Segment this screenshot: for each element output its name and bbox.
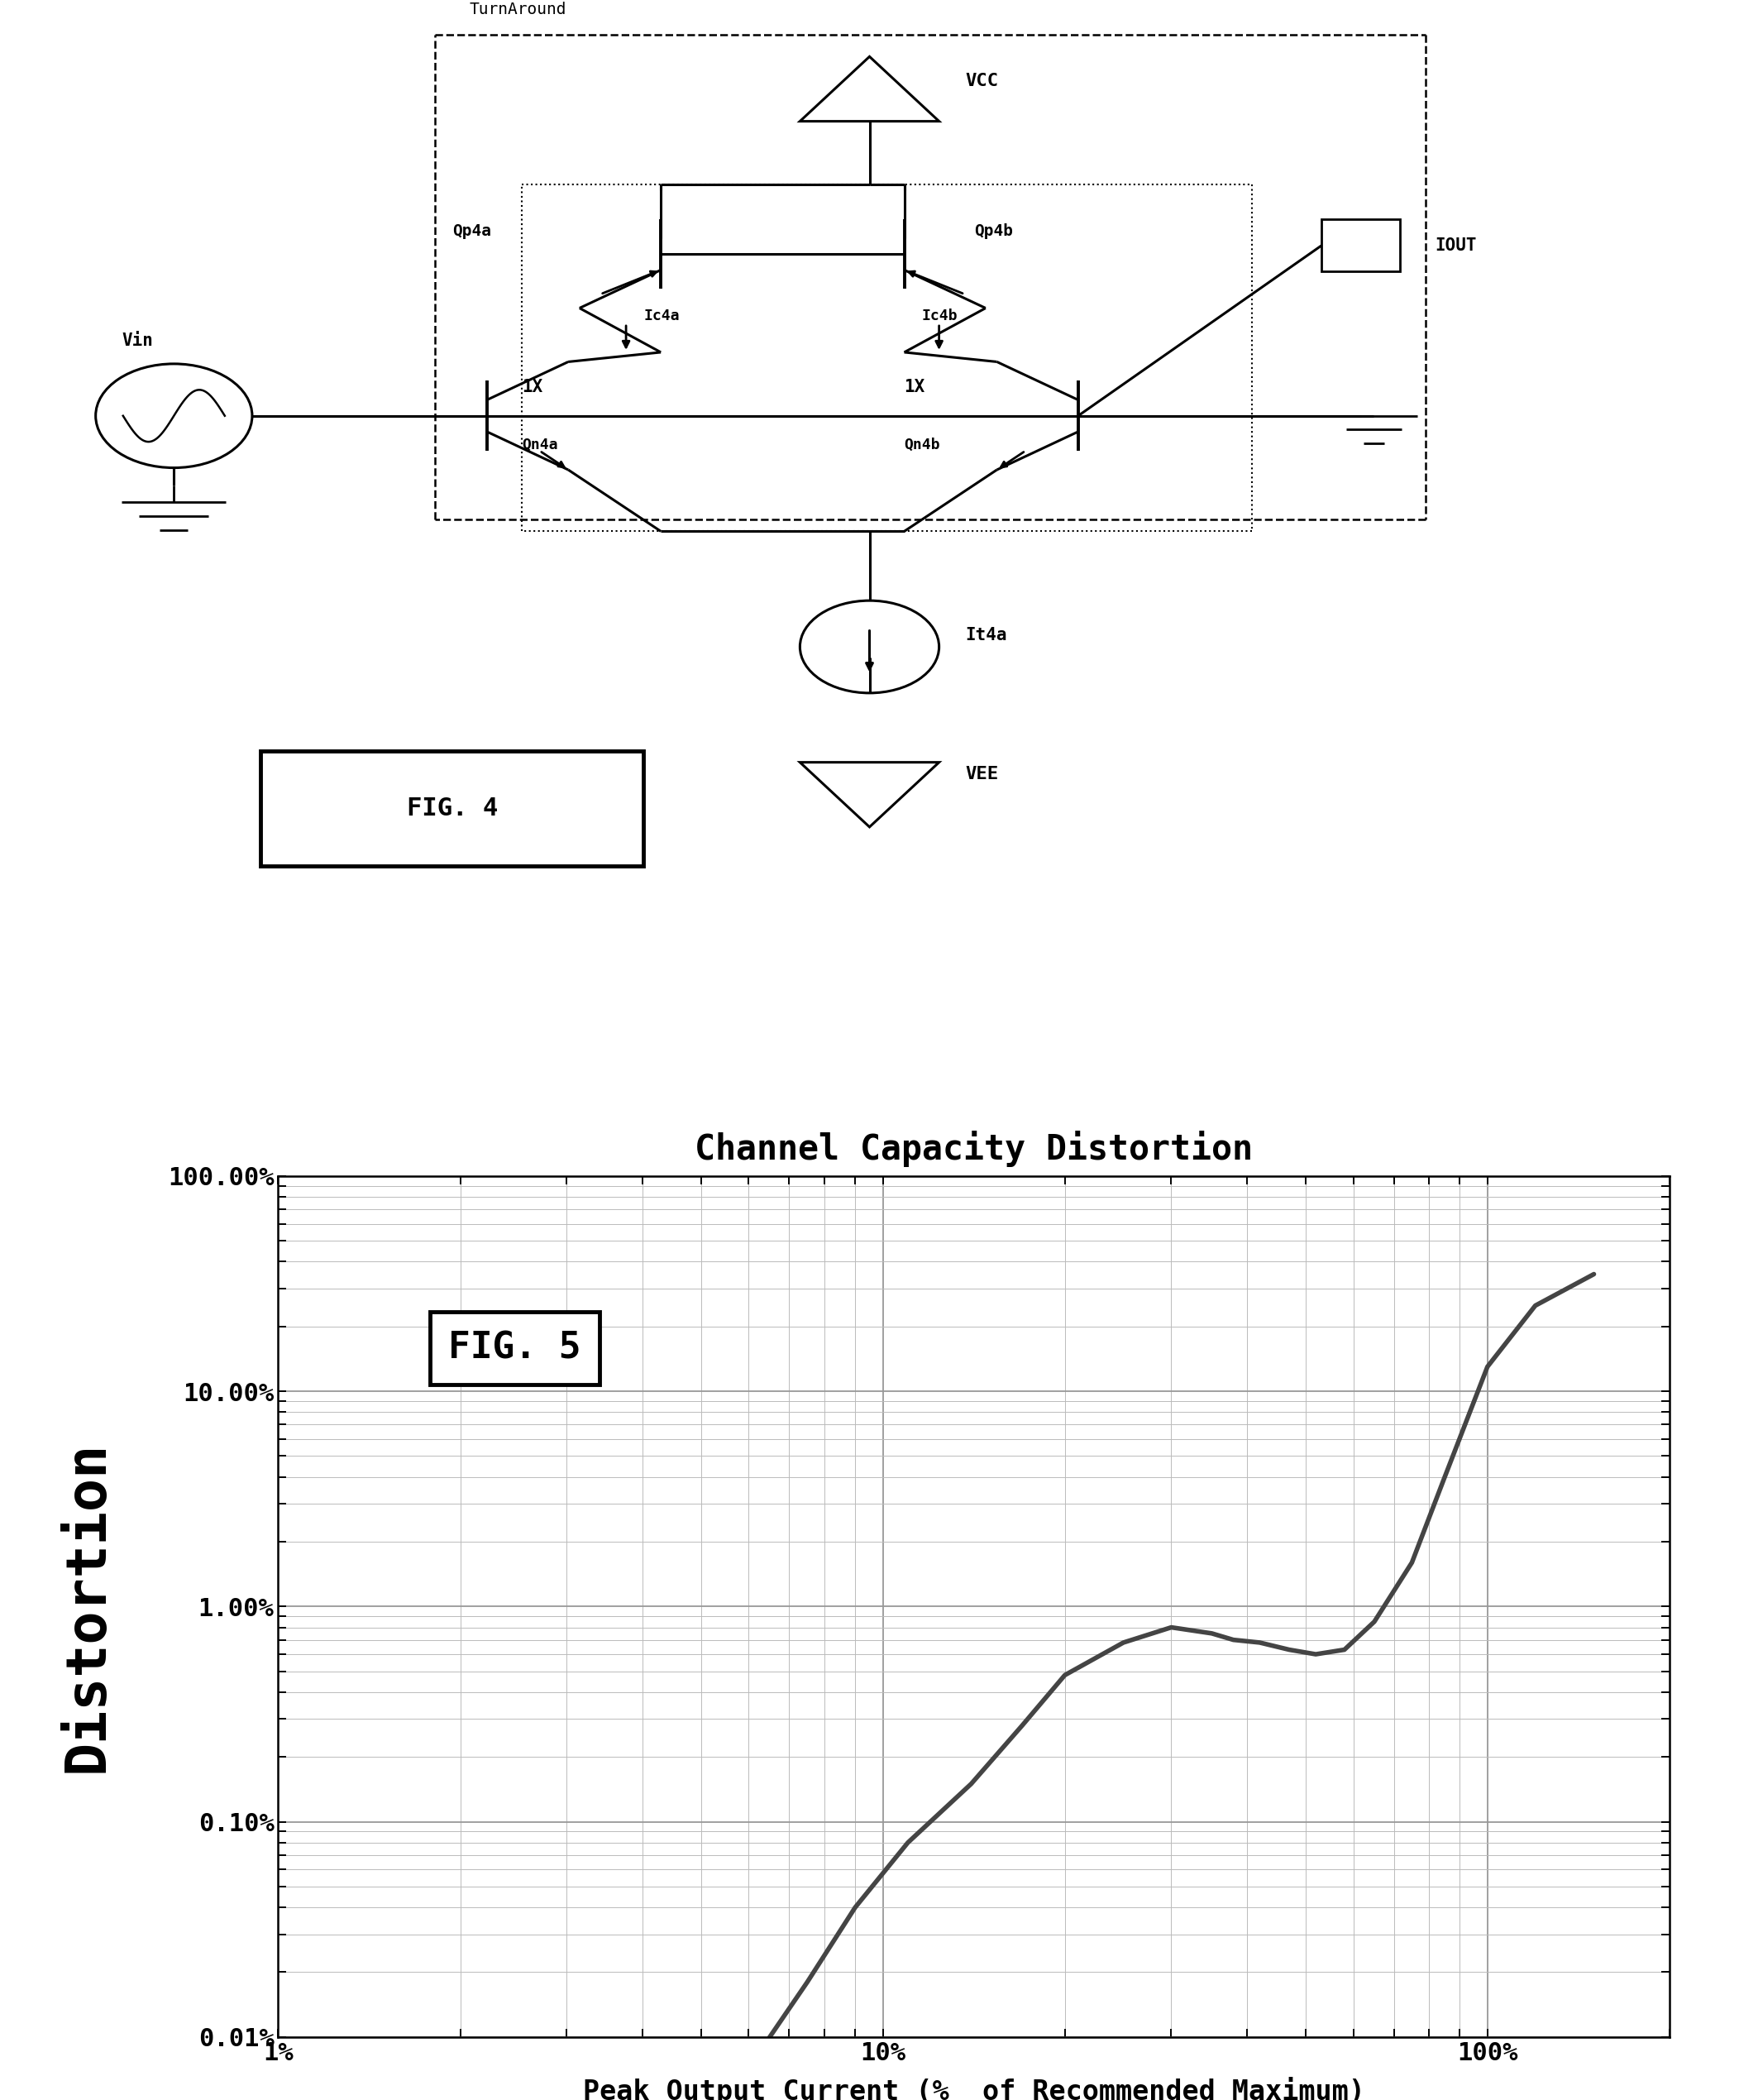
Text: IOUT: IOUT	[1435, 237, 1476, 254]
Text: Ic4b: Ic4b	[922, 309, 958, 323]
X-axis label: Peak Output Current (%  of Recommended Maximum): Peak Output Current (% of Recommended Ma…	[583, 2077, 1365, 2100]
Text: 1X: 1X	[522, 378, 543, 395]
Bar	[1322, 220, 1400, 271]
Text: 1X: 1X	[904, 378, 925, 395]
Text: Ic4a: Ic4a	[643, 309, 680, 323]
Title: Channel Capacity Distortion: Channel Capacity Distortion	[696, 1132, 1252, 1168]
Text: FIG. 5: FIG. 5	[449, 1331, 581, 1365]
Text: Qn4b: Qn4b	[904, 437, 941, 452]
Text: Vin: Vin	[122, 332, 153, 349]
Text: Distortion: Distortion	[59, 1441, 115, 1772]
Bar	[261, 752, 643, 867]
Text: Qp4b: Qp4b	[974, 223, 1012, 239]
Text: VEE: VEE	[965, 766, 998, 781]
Text: It4a: It4a	[965, 628, 1007, 643]
Text: Qp4a: Qp4a	[452, 223, 490, 239]
Text: TurnAround: TurnAround	[470, 2, 567, 17]
Text: VCC: VCC	[965, 74, 998, 88]
Text: FIG. 4: FIG. 4	[407, 796, 497, 821]
Text: Qn4a: Qn4a	[522, 437, 558, 452]
